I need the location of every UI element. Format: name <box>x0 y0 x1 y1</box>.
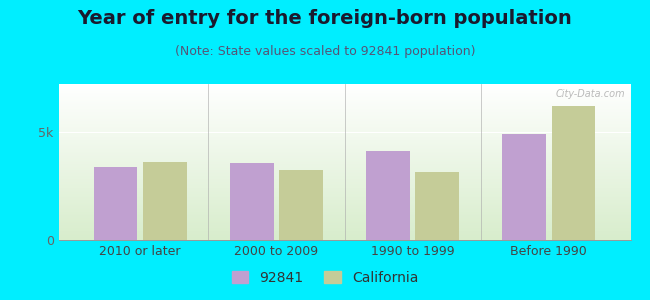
Legend: 92841, California: 92841, California <box>226 265 424 290</box>
Text: (Note: State values scaled to 92841 population): (Note: State values scaled to 92841 popu… <box>175 45 475 58</box>
Bar <box>551 106 595 240</box>
Text: City-Data.com: City-Data.com <box>555 89 625 99</box>
Bar <box>415 172 459 240</box>
Text: Year of entry for the foreign-born population: Year of entry for the foreign-born popul… <box>77 9 573 28</box>
Bar <box>502 134 546 240</box>
Bar <box>94 167 138 240</box>
Bar <box>143 162 187 240</box>
Bar <box>279 169 322 240</box>
Bar <box>230 163 274 240</box>
Bar <box>367 151 410 240</box>
